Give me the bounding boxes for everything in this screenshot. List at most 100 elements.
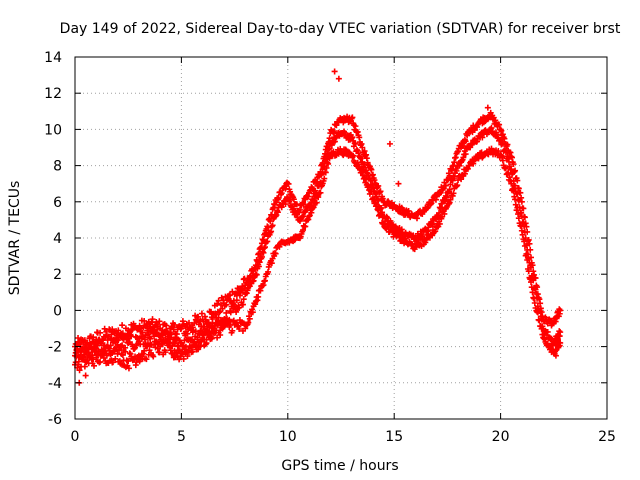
data-point xyxy=(442,182,449,189)
data-point xyxy=(215,314,222,321)
data-point xyxy=(539,331,546,338)
data-point xyxy=(100,354,107,361)
data-point xyxy=(504,141,511,148)
data-point xyxy=(375,207,382,214)
data-point xyxy=(245,319,252,326)
data-point-outlier xyxy=(552,352,559,359)
data-point xyxy=(139,329,146,336)
data-point xyxy=(544,328,551,335)
data-point xyxy=(258,253,265,260)
data-point xyxy=(462,138,469,145)
data-point xyxy=(214,334,221,341)
data-point xyxy=(275,194,282,201)
y-tick-label: 12 xyxy=(44,86,62,102)
data-point xyxy=(528,264,534,271)
data-point xyxy=(159,332,166,339)
data-point xyxy=(239,301,246,308)
y-tick-label: -4 xyxy=(48,376,62,392)
x-tick-label: 0 xyxy=(71,429,80,445)
data-point xyxy=(115,327,122,334)
data-point xyxy=(375,197,382,204)
data-point xyxy=(422,239,429,246)
data-point xyxy=(523,250,530,257)
data-point xyxy=(103,352,110,359)
data-point xyxy=(170,340,177,347)
data-point xyxy=(556,310,563,317)
data-point xyxy=(326,155,333,162)
data-point xyxy=(514,190,521,197)
x-axis-label: GPS time / hours xyxy=(281,458,398,474)
data-point xyxy=(321,175,328,182)
data-point xyxy=(119,352,126,359)
data-point xyxy=(443,194,450,201)
data-point xyxy=(162,349,169,356)
data-point xyxy=(90,356,97,363)
data-point xyxy=(214,300,221,307)
data-point xyxy=(97,352,104,359)
data-point xyxy=(154,326,161,333)
data-point xyxy=(107,351,114,358)
data-point-outlier xyxy=(386,140,393,147)
data-point xyxy=(326,145,333,152)
data-point xyxy=(75,335,82,342)
data-point xyxy=(208,335,215,342)
data-point-outlier xyxy=(335,75,342,82)
data-point-outlier xyxy=(484,104,491,111)
data-point xyxy=(379,195,386,202)
data-point xyxy=(229,288,236,295)
data-point xyxy=(156,349,163,356)
data-point xyxy=(81,351,88,358)
data-point xyxy=(184,353,191,360)
data-point xyxy=(239,327,246,334)
data-point xyxy=(119,342,126,349)
data-point xyxy=(429,221,436,228)
data-point xyxy=(122,348,129,355)
data-point xyxy=(287,197,294,204)
data-point xyxy=(236,304,243,311)
y-tick-label: 14 xyxy=(44,50,62,66)
y-tick-label: 10 xyxy=(44,122,62,138)
tick-marks xyxy=(74,56,608,420)
data-point xyxy=(189,329,196,336)
data-point xyxy=(241,285,248,292)
data-point xyxy=(367,177,374,184)
data-point xyxy=(97,358,104,365)
data-point xyxy=(368,188,375,195)
data-point xyxy=(236,325,243,332)
data-point xyxy=(156,318,163,325)
data-point xyxy=(375,182,382,189)
data-point xyxy=(521,214,528,221)
data-point xyxy=(436,220,443,227)
data-point xyxy=(538,325,545,332)
data-point xyxy=(361,161,368,168)
data-point xyxy=(163,328,170,335)
data-point xyxy=(502,149,509,156)
data-point xyxy=(119,322,126,329)
data-point xyxy=(249,309,256,316)
data-point xyxy=(526,240,533,247)
data-point xyxy=(323,164,330,171)
data-point xyxy=(437,189,444,196)
y-axis-label: SDTVAR / TECUs xyxy=(7,181,23,296)
y-tick-label: 8 xyxy=(53,159,62,175)
data-point xyxy=(255,293,262,300)
data-point xyxy=(75,358,82,365)
data-point xyxy=(363,176,370,183)
data-point xyxy=(167,343,173,350)
data-point xyxy=(103,328,110,335)
data-point xyxy=(475,155,482,162)
y-tick-label: 0 xyxy=(53,303,62,319)
data-point xyxy=(302,223,309,230)
data-point xyxy=(290,205,297,212)
data-point xyxy=(90,338,97,345)
data-point xyxy=(411,246,418,253)
data-point xyxy=(528,284,535,291)
data-point xyxy=(525,268,532,275)
data-point xyxy=(432,228,439,235)
data-point xyxy=(556,342,563,349)
data-point xyxy=(272,250,279,257)
data-point xyxy=(264,238,271,245)
data-point xyxy=(293,201,300,208)
data-point xyxy=(198,310,205,317)
